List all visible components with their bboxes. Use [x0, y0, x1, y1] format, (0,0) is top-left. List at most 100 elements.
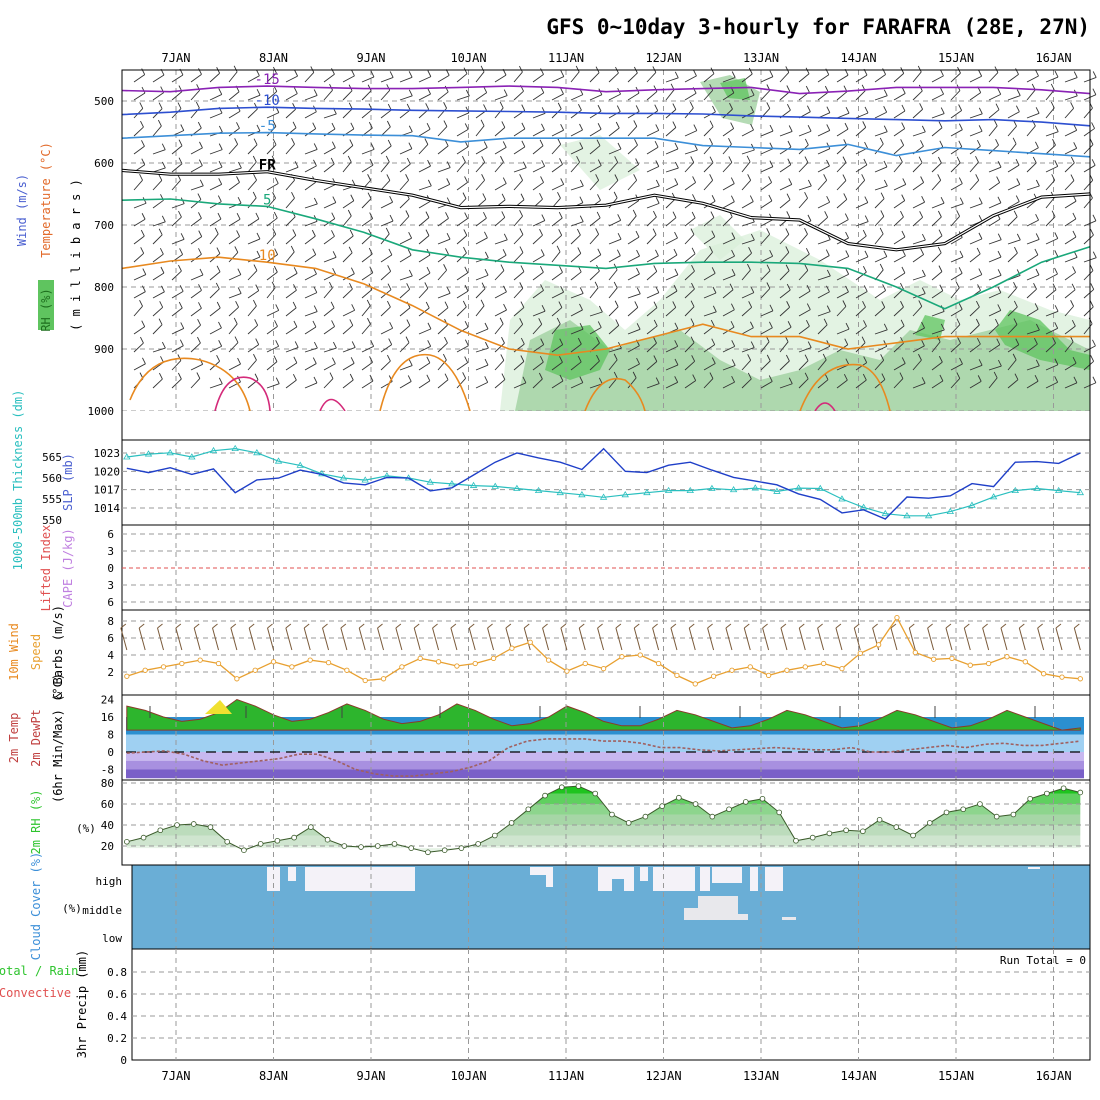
- wind-barb-flag: [519, 210, 523, 217]
- surface-wind-barb-tick: [395, 623, 402, 629]
- wind-barb-staff: [1026, 185, 1040, 191]
- wind-barb-flag: [806, 303, 811, 310]
- thickness-marker: [751, 484, 759, 491]
- wind-barb-flag: [861, 174, 866, 181]
- wind-barb-flag: [425, 301, 430, 309]
- wind-barb-staff: [1007, 379, 1019, 389]
- wind-barb-flag: [654, 141, 659, 148]
- wind-barb-flag: [272, 138, 277, 145]
- wind-barb-flag: [538, 318, 543, 325]
- wind-barb-staff: [456, 235, 468, 245]
- wind-barb-staff: [893, 306, 904, 317]
- wind-barb-flag: [674, 231, 678, 239]
- wind-barb-flag: [198, 68, 202, 75]
- wind-barb-flag: [635, 230, 640, 238]
- wind-barb-flag: [956, 210, 961, 217]
- wind-barb-flag: [386, 84, 391, 91]
- wind-barb-flag: [519, 228, 524, 235]
- surface-wind-barb-tick: [157, 623, 163, 629]
- wind-barb-flag: [997, 286, 1002, 293]
- wind-barb-staff: [418, 165, 431, 173]
- wind-barb-flag: [861, 336, 866, 343]
- wind-barb-staff: [342, 200, 355, 209]
- thickness-marker: [881, 509, 889, 517]
- surface-wind-barb: [340, 627, 348, 651]
- pressure-tick: 900: [94, 343, 114, 356]
- wind-barb-staff: [912, 108, 923, 119]
- bottom-date-axis: 7JAN 8JAN 9JAN 10JAN 11JAN 12JAN 13JAN 14JAN 15J…: [162, 1069, 1072, 1083]
- wind-barb-flag: [997, 88, 1002, 95]
- wind-barb-staff: [817, 359, 827, 371]
- wind-barb-flag: [921, 339, 925, 347]
- wind-barb-flag: [749, 321, 754, 328]
- wind-speed-point: [344, 667, 350, 673]
- wind-barb-flag: [1012, 353, 1017, 361]
- wind-barb-flag: [385, 155, 390, 163]
- wind-barb-flag: [332, 196, 337, 203]
- wind-barb-staff: [171, 238, 185, 245]
- wind-barb-flag: [1052, 283, 1057, 290]
- wind-barb-staff: [570, 94, 584, 101]
- wind-barb-staff: [627, 111, 640, 119]
- bottom-date-label: 8JAN: [259, 1069, 288, 1083]
- wind-barb-staff: [608, 93, 621, 101]
- wind-barb-flag: [672, 121, 677, 128]
- wind-barb-staff: [494, 95, 508, 101]
- wind-barb-staff: [589, 145, 601, 155]
- rh-point: [207, 824, 214, 830]
- wind-barb-flag: [294, 161, 299, 168]
- wind-barb-flag: [293, 356, 298, 364]
- wind-barb-staff: [399, 216, 410, 227]
- cloud-unit: (%): [62, 902, 82, 915]
- wind-barb-staff: [627, 363, 640, 371]
- wind-barb-flag: [1052, 138, 1056, 146]
- wind-barb-staff: [475, 347, 489, 353]
- wind-barb-staff: [988, 377, 998, 389]
- rh-point: [1044, 790, 1050, 797]
- li-tick: 3: [107, 579, 114, 592]
- wind-barb-staff: [741, 201, 754, 209]
- wind-barb-staff: [893, 325, 905, 335]
- wind-barb-staff: [209, 72, 220, 83]
- wind-barb-flag: [560, 285, 565, 293]
- wind-barb-staff: [228, 342, 239, 353]
- wind-barb-flag: [845, 268, 850, 275]
- surface-contour: [584, 377, 646, 412]
- wind-barb-staff: [475, 147, 488, 155]
- wind-barb-staff: [703, 311, 717, 317]
- wind-barb-staff: [779, 184, 792, 191]
- wind-barb-staff: [513, 146, 526, 155]
- wind-barb-flag: [291, 191, 295, 199]
- wind-barb-flag: [255, 338, 260, 345]
- wind-barb-flag: [161, 285, 165, 293]
- wind-barb-staff: [703, 292, 717, 299]
- wind-barb-staff: [1083, 144, 1094, 155]
- wind-barb-staff: [285, 216, 296, 227]
- wind-barb-staff: [247, 144, 258, 155]
- wind-barb-flag: [901, 104, 906, 112]
- wind-barb-flag: [921, 233, 926, 241]
- wind-barb-staff: [589, 72, 600, 83]
- wind-barb-flag: [672, 301, 677, 308]
- thickness-marker: [123, 453, 131, 460]
- wind-barb-flag: [1013, 281, 1017, 289]
- wind-barb-staff: [1064, 218, 1077, 227]
- wind-barb-flag: [483, 141, 488, 148]
- wind-barb-flag: [899, 372, 904, 379]
- wind-barb-staff: [741, 221, 755, 227]
- wind-barb-flag: [408, 269, 413, 277]
- wind-barb-flag: [1092, 88, 1097, 95]
- wind-barb-flag: [141, 285, 146, 292]
- wind-barb-flag: [769, 70, 774, 77]
- wind-barb-flag: [615, 319, 620, 326]
- wind-barb-staff: [1026, 75, 1039, 83]
- wind-barb-flag: [426, 356, 431, 364]
- wind-barb-staff: [855, 362, 867, 371]
- wind-barb-flag: [617, 232, 622, 240]
- wind-barb-staff: [608, 377, 618, 389]
- rh-point: [575, 783, 582, 789]
- wind-barb-flag: [690, 318, 695, 325]
- thickness-marker: [448, 480, 456, 487]
- wind-barb-staff: [665, 89, 675, 101]
